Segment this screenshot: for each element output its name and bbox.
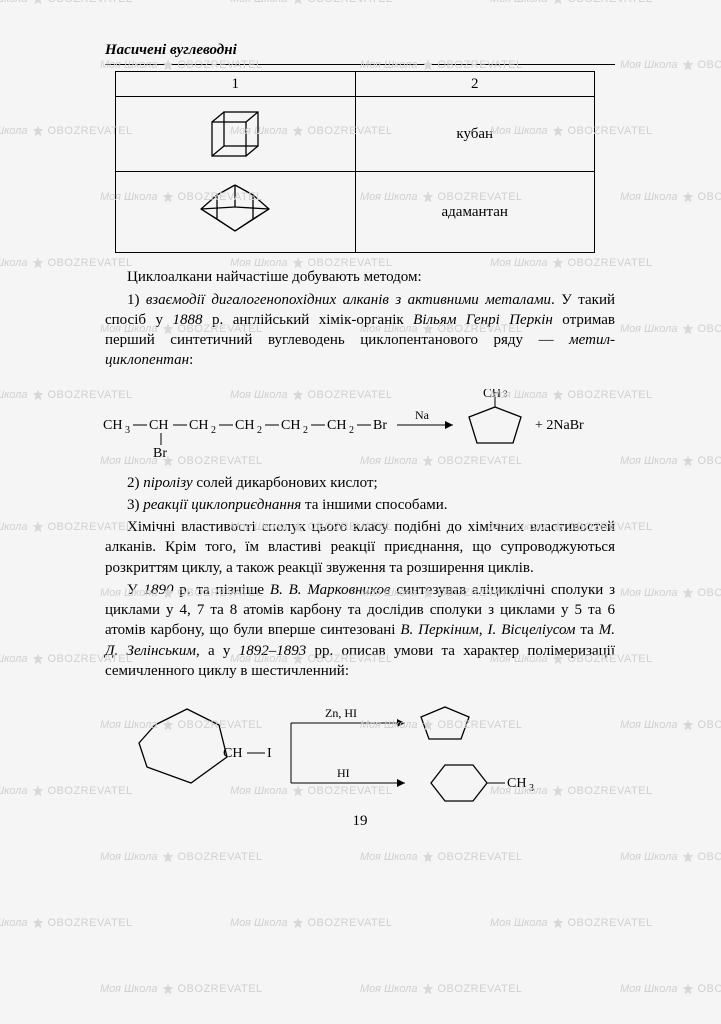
svg-text:2: 2 — [303, 425, 308, 436]
adamantane-icon — [189, 179, 281, 245]
svg-text:Br: Br — [373, 418, 387, 433]
watermark-item: Моя Школа OBOZREVATEL — [230, 0, 393, 6]
svg-text:CH: CH — [103, 418, 122, 433]
table-header-row: 1 2 — [116, 72, 595, 97]
shapes-table: 1 2 кубан — [115, 71, 595, 253]
para-2: Хімічні властивості сполук цього класу п… — [105, 517, 615, 578]
watermark-item: Моя Школа OBOZREVATEL — [0, 916, 133, 930]
svg-text:Zn, HI: Zn, HI — [325, 706, 357, 720]
reaction-2: CH I Zn, HI HI CH3 — [95, 695, 625, 805]
watermark-item: Моя Школа OBOZREVATEL — [360, 982, 523, 996]
reaction-1: CH3 CH CH2 CH2 CH2 CH2 Br Br Na — [95, 389, 625, 459]
svg-text:HI: HI — [337, 766, 350, 780]
table-row: кубан — [116, 97, 595, 172]
svg-text:CH: CH — [281, 418, 300, 433]
svg-text:3: 3 — [125, 425, 130, 436]
para-3: У 1890 р. та пізніше В. В. Марковников с… — [105, 580, 615, 681]
table-header-2: 2 — [355, 72, 595, 97]
watermark-item: Моя Школа OBOZREVATEL — [0, 0, 133, 6]
svg-text:CH: CH — [223, 746, 242, 761]
watermark-item: Моя Школа OBOZREVATEL — [490, 0, 653, 6]
svg-text:CH: CH — [507, 776, 526, 791]
item-2: 2) піролізу солей дикарбонових кислот; — [105, 473, 615, 493]
svg-text:3: 3 — [503, 389, 508, 399]
svg-text:2: 2 — [349, 425, 354, 436]
shape-label-adamantane: адамантан — [355, 172, 595, 253]
svg-text:Na: Na — [415, 408, 430, 422]
para-intro: Циклоалкани найчастіше добувають методом… — [105, 267, 615, 287]
svg-text:I: I — [267, 746, 272, 761]
svg-text:CH: CH — [327, 418, 346, 433]
body-text: Циклоалкани найчастіше добувають методом… — [65, 267, 655, 370]
watermark-item: Моя Школа OBOZREVATEL — [490, 916, 653, 930]
svg-text:CH: CH — [149, 418, 168, 433]
table-header-1: 1 — [116, 72, 356, 97]
section-title: Насичені вуглеводні — [65, 40, 655, 60]
svg-text:2: 2 — [211, 425, 216, 436]
svg-text:+ 2NaBr: + 2NaBr — [535, 418, 584, 433]
svg-text:2: 2 — [257, 425, 262, 436]
table-row: адамантан — [116, 172, 595, 253]
watermark-item: Моя Школа OBOZREVATEL — [100, 982, 263, 996]
watermark-item: Моя Школа OBOZREVATEL — [100, 850, 263, 864]
section-rule — [105, 64, 615, 65]
shape-cell-adamantane — [116, 172, 356, 253]
item-3: 3) реакції циклоприєднання та іншими спо… — [105, 495, 615, 515]
svg-text:CH: CH — [189, 418, 208, 433]
watermark-item: Моя Школа OBOZREVATEL — [360, 850, 523, 864]
watermark-item: Моя Школа OBOZREVATEL — [230, 916, 393, 930]
svg-text:CH: CH — [235, 418, 254, 433]
shape-label-cuban: кубан — [355, 97, 595, 172]
cube-icon — [202, 106, 268, 162]
svg-text:CH: CH — [483, 389, 501, 400]
watermark-item: Моя Школа OBOZREVATEL — [620, 982, 721, 996]
shape-cell-cuban — [116, 97, 356, 172]
page-number: 19 — [65, 811, 655, 831]
body-text-2: 2) піролізу солей дикарбонових кислот; 3… — [65, 473, 655, 682]
item-1: 1) взаємодії дигалогенопохідних алканів … — [105, 290, 615, 371]
watermark-item: Моя Школа OBOZREVATEL — [620, 850, 721, 864]
svg-text:3: 3 — [529, 783, 534, 794]
svg-text:Br: Br — [153, 446, 167, 459]
